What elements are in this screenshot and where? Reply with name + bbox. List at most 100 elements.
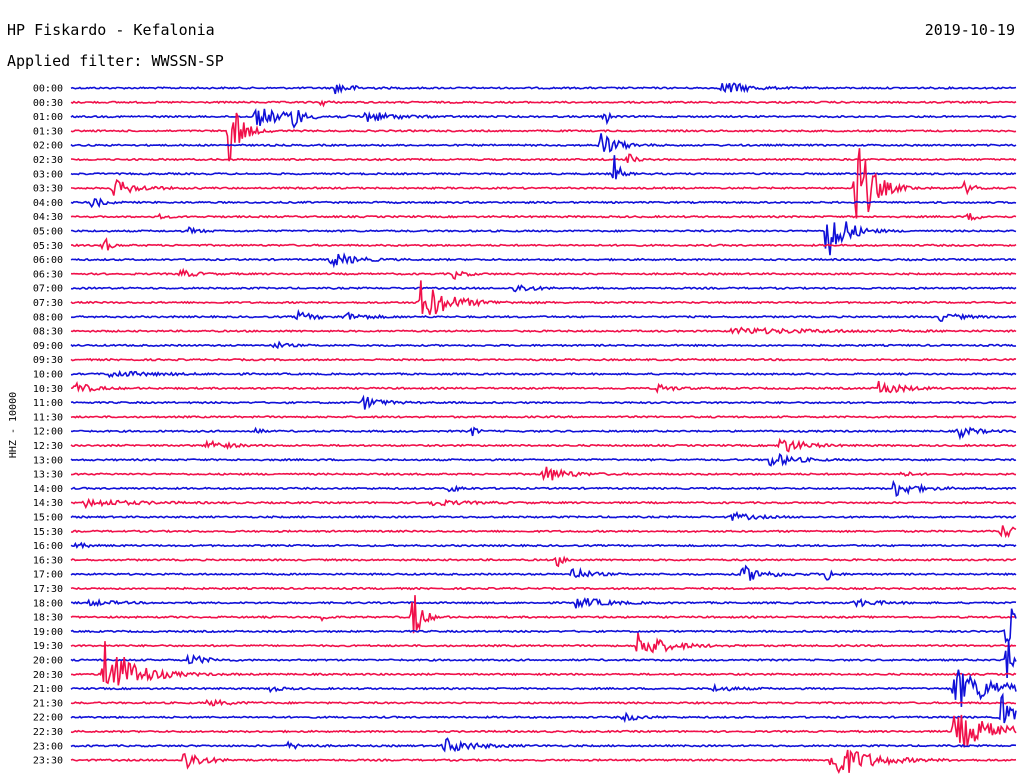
recording-date: 2019-10-19 bbox=[924, 21, 1015, 39]
trace-line bbox=[70, 640, 1017, 679]
time-label: 21:00 bbox=[33, 684, 63, 695]
trace-lines bbox=[70, 82, 1017, 775]
time-label: 08:30 bbox=[33, 327, 63, 338]
trace-line bbox=[70, 452, 1017, 467]
trace-line bbox=[70, 737, 1017, 753]
time-label: 18:30 bbox=[33, 613, 63, 624]
time-label: 14:00 bbox=[33, 484, 63, 495]
trace-line bbox=[70, 564, 1017, 581]
time-label: 18:00 bbox=[33, 598, 63, 609]
time-label: 09:30 bbox=[33, 355, 63, 366]
trace-line bbox=[70, 252, 1017, 269]
time-label: 13:30 bbox=[33, 470, 63, 481]
time-label: 04:30 bbox=[33, 212, 63, 223]
time-label: 17:00 bbox=[33, 570, 63, 581]
time-label: 16:00 bbox=[33, 541, 63, 552]
time-label: 12:00 bbox=[33, 427, 63, 438]
trace-line bbox=[70, 632, 1017, 654]
trace-line bbox=[70, 99, 1017, 108]
time-label: 01:00 bbox=[33, 112, 63, 123]
trace-line bbox=[70, 148, 1017, 219]
time-label: 08:00 bbox=[33, 312, 63, 323]
trace-line bbox=[70, 541, 1017, 550]
time-label: 19:30 bbox=[33, 641, 63, 652]
time-label: 05:00 bbox=[33, 227, 63, 238]
time-label: 11:00 bbox=[33, 398, 63, 409]
time-label: 13:00 bbox=[33, 455, 63, 466]
time-label: 20:30 bbox=[33, 670, 63, 681]
time-label: 06:30 bbox=[33, 269, 63, 280]
time-label: 15:30 bbox=[33, 527, 63, 538]
trace-line bbox=[70, 692, 1017, 724]
time-label: 03:00 bbox=[33, 169, 63, 180]
time-label: 09:00 bbox=[33, 341, 63, 352]
trace-line bbox=[70, 108, 1017, 129]
time-label: 14:30 bbox=[33, 498, 63, 509]
time-label: 10:30 bbox=[33, 384, 63, 395]
time-label: 21:30 bbox=[33, 698, 63, 709]
time-label: 23:30 bbox=[33, 756, 63, 767]
trace-line bbox=[70, 308, 1017, 322]
trace-line bbox=[70, 112, 1017, 162]
filter-label: Applied filter: WWSSN-SP bbox=[7, 52, 224, 70]
trace-line bbox=[70, 669, 1017, 707]
time-label: 19:00 bbox=[33, 627, 63, 638]
trace-line bbox=[70, 510, 1017, 521]
time-label: 15:00 bbox=[33, 513, 63, 524]
trace-line bbox=[70, 340, 1017, 350]
time-label: 07:30 bbox=[33, 298, 63, 309]
trace-line bbox=[70, 326, 1017, 335]
trace-line bbox=[70, 212, 1017, 222]
trace-line bbox=[71, 597, 1017, 609]
time-label: 07:00 bbox=[33, 284, 63, 295]
trace-line bbox=[70, 595, 1017, 634]
time-label: 00:30 bbox=[33, 98, 63, 109]
trace-line bbox=[70, 479, 1017, 498]
trace-line bbox=[71, 466, 1017, 482]
time-label: 05:30 bbox=[33, 241, 63, 252]
station-title: HP Fiskardo - Kefalonia bbox=[7, 21, 215, 39]
trace-line bbox=[70, 586, 1017, 591]
time-label: 01:30 bbox=[33, 126, 63, 137]
trace-line bbox=[70, 608, 1017, 644]
time-label: 16:30 bbox=[33, 555, 63, 566]
trace-line bbox=[70, 280, 1017, 315]
trace-line bbox=[70, 133, 1017, 153]
trace-line bbox=[70, 698, 1016, 707]
time-label: 00:00 bbox=[33, 84, 63, 95]
trace-line bbox=[71, 641, 1017, 686]
channel-label: HHZ - 10000 bbox=[8, 392, 19, 458]
time-label: 22:30 bbox=[33, 727, 63, 738]
time-label: 02:30 bbox=[33, 155, 63, 166]
trace-line bbox=[70, 415, 1017, 419]
trace-line bbox=[70, 714, 1017, 748]
trace-line bbox=[70, 394, 1017, 410]
time-label: 10:00 bbox=[33, 370, 63, 381]
time-label: 22:00 bbox=[33, 713, 63, 724]
time-label: 06:00 bbox=[33, 255, 63, 266]
trace-line bbox=[70, 497, 1017, 510]
time-label: 03:30 bbox=[33, 184, 63, 195]
trace-line bbox=[70, 525, 1017, 539]
trace-line bbox=[70, 437, 1017, 453]
time-label: 02:00 bbox=[33, 141, 63, 152]
time-label: 17:30 bbox=[33, 584, 63, 595]
trace-line bbox=[70, 749, 1017, 775]
trace-line bbox=[70, 357, 1017, 362]
trace-line bbox=[70, 380, 1017, 395]
trace-line bbox=[70, 197, 1017, 209]
trace-line bbox=[70, 284, 1017, 293]
trace-line bbox=[70, 221, 1017, 256]
time-labels: 00:00 00:30 01:00 01:30 02:00 02:30 03:00 03:30… bbox=[33, 84, 63, 767]
trace-line bbox=[70, 426, 1017, 441]
time-label: 11:30 bbox=[33, 412, 63, 423]
trace-line bbox=[70, 555, 1017, 568]
time-label: 23:00 bbox=[33, 741, 63, 752]
trace-line bbox=[70, 237, 1017, 251]
trace-line bbox=[70, 82, 1017, 95]
time-label: 04:00 bbox=[33, 198, 63, 209]
trace-line bbox=[70, 267, 1017, 281]
trace-line bbox=[70, 153, 1017, 164]
trace-line bbox=[70, 369, 1017, 379]
